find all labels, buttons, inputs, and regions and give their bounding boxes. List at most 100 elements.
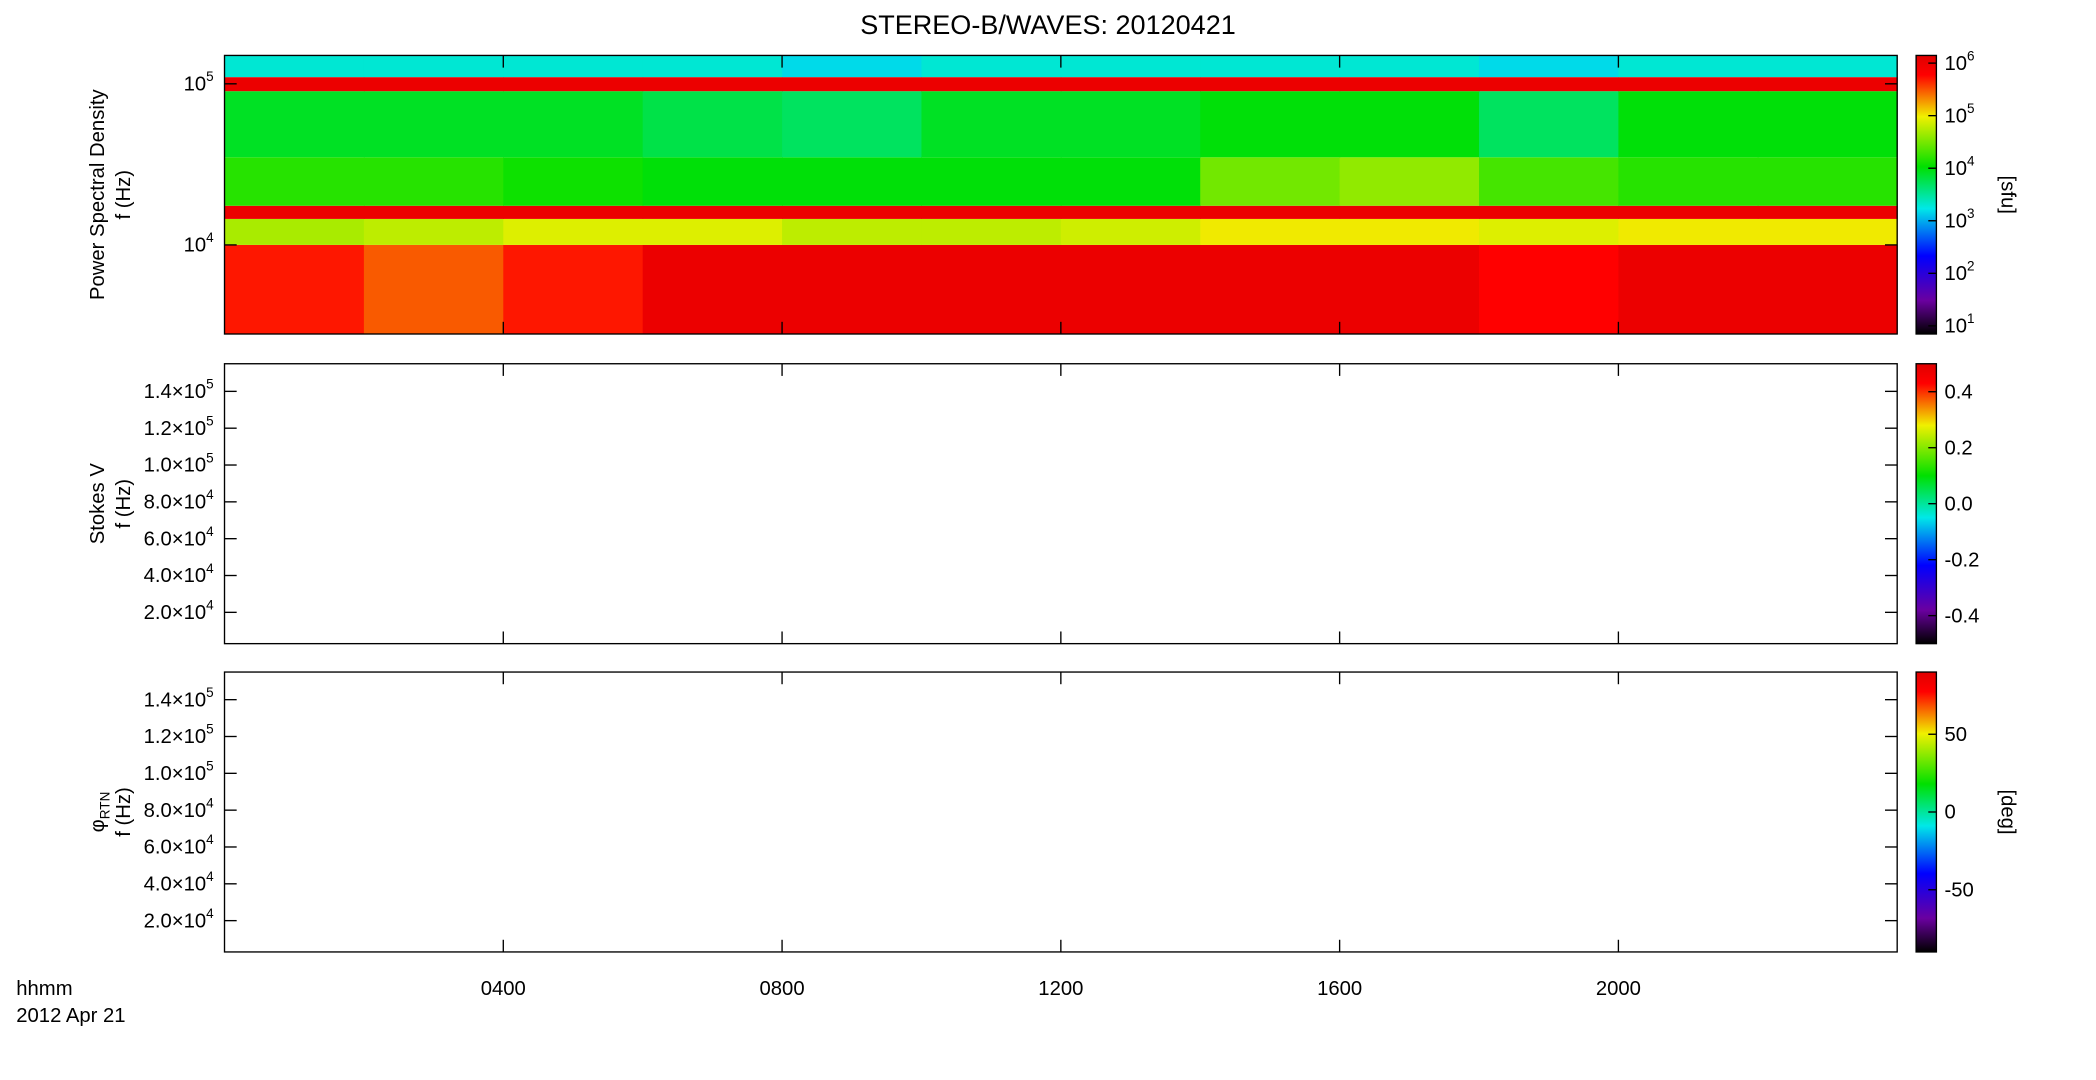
colorbar-tick-label: 0.2: [1945, 437, 1973, 459]
y-tick-label: 1.0×105: [144, 450, 214, 477]
colorbar-tick-label: 106: [1945, 48, 1975, 75]
y-axis-label: Power Spectral Density: [87, 89, 109, 300]
colorbar-tick-label: 50: [1945, 724, 1968, 746]
heatmap-cell: [224, 77, 365, 92]
heatmap-cell: [782, 157, 922, 206]
heatmap-cell: [782, 244, 922, 334]
colorbar-tick-label: 104: [1945, 153, 1976, 180]
heatmap-cell: [1060, 205, 1201, 219]
heatmap-cell: [1479, 244, 1619, 334]
heatmap-cell: [1618, 218, 1759, 245]
heatmap-cell: [1060, 91, 1201, 158]
y-tick-label: 8.0×104: [144, 795, 215, 822]
heatmap-cell: [1339, 91, 1480, 158]
heatmap-cell: [1060, 157, 1201, 206]
heatmap-cell: [782, 205, 922, 219]
heatmap-cell: [1339, 77, 1480, 92]
heatmap-cell: [1479, 77, 1619, 92]
colorbar-tick-label: -0.2: [1945, 549, 1980, 571]
heatmap-cell: [921, 205, 1062, 219]
colorbar-tick-label: 0.4: [1945, 381, 1973, 403]
colorbar-tick-label: 0.0: [1945, 493, 1973, 515]
x-axis-label: 2012 Apr 21: [16, 1005, 125, 1027]
heatmap-cell: [1757, 244, 1898, 334]
heatmap-cell: [1757, 157, 1898, 206]
heatmap-cell: [503, 244, 644, 334]
heatmap-cell: [224, 157, 365, 206]
heatmap-cell: [1339, 205, 1480, 219]
colorbar-tick-label: -0.4: [1945, 605, 1980, 627]
heatmap-cell: [363, 77, 504, 92]
heatmap-cell: [363, 157, 504, 206]
heatmap-cell: [503, 91, 644, 158]
heatmap-cell: [642, 77, 783, 92]
heatmap-cell: [1200, 55, 1341, 78]
y-axis-label: Stokes V: [87, 463, 109, 545]
y-tick-label: 1.4×105: [144, 684, 214, 711]
colorbar-tick-label: 105: [1945, 100, 1975, 127]
heatmap-cell: [782, 91, 922, 158]
heatmap-cell: [363, 205, 504, 219]
heatmap-cell: [921, 91, 1062, 158]
heatmap-cell: [642, 157, 783, 206]
heatmap-cell: [363, 218, 504, 245]
heatmap-cell: [642, 91, 783, 158]
heatmap-cell: [1200, 91, 1341, 158]
plot-frame: [223, 363, 1898, 645]
heatmap-cell: [1479, 157, 1619, 206]
y-tick-label: 104: [184, 230, 215, 257]
heatmap-cell: [1060, 244, 1201, 334]
heatmap-cell: [782, 77, 922, 92]
colorbar-tick-label: 103: [1945, 206, 1975, 233]
heatmap-cell: [1618, 77, 1759, 92]
heatmap-cell: [224, 91, 365, 158]
heatmap-cell: [1060, 55, 1201, 78]
plot-frame: [223, 671, 1898, 953]
heatmap-cell: [782, 55, 922, 78]
heatmap-cell: [1757, 205, 1898, 219]
x-tick-label: 0800: [760, 978, 805, 1000]
x-axis-label: hhmm: [16, 978, 72, 1000]
heatmap-cell: [1060, 77, 1201, 92]
x-tick-label: 1600: [1317, 978, 1362, 1000]
x-tick-label: 2000: [1596, 978, 1641, 1000]
colorbar-tick-label: 0: [1945, 802, 1956, 824]
y-tick-label: 1.2×105: [144, 721, 214, 748]
heatmap-cell: [1200, 205, 1341, 219]
heatmap-cell: [503, 55, 644, 78]
heatmap-cell: [1060, 218, 1201, 245]
y-tick-label: 2.0×104: [144, 905, 215, 932]
heatmap-cell: [1618, 205, 1759, 219]
colorbar-tick-label: 102: [1945, 258, 1975, 285]
heatmap-cell: [921, 157, 1062, 206]
heatmap-cell: [224, 205, 365, 219]
colorbar-tick-label: 101: [1945, 311, 1975, 338]
colorbar-tick-label: -50: [1945, 879, 1974, 901]
heatmap-cell: [1200, 77, 1341, 92]
x-tick-label: 0400: [481, 978, 526, 1000]
colorbar: [1915, 54, 1938, 335]
colorbar-label: [deg]: [1996, 789, 2018, 834]
heatmap-cell: [642, 205, 783, 219]
heatmap-cell: [1618, 91, 1759, 158]
y-tick-label: 105: [184, 69, 214, 96]
heatmap-cell: [503, 157, 644, 206]
heatmap-cell: [1757, 91, 1898, 158]
heatmap-cell: [1339, 218, 1480, 245]
heatmap-cell: [363, 55, 504, 78]
y-tick-label: 8.0×104: [144, 487, 215, 514]
heatmap-cell: [1757, 218, 1898, 245]
heatmap-cell: [503, 218, 644, 245]
y-axis-label: f (Hz): [113, 787, 135, 837]
chart-title: STEREO-B/WAVES: 20120421: [860, 10, 1236, 40]
heatmap-cell: [921, 55, 1062, 78]
y-tick-label: 1.2×105: [144, 413, 214, 440]
heatmap-cell: [642, 244, 783, 334]
heatmap-cell: [782, 218, 922, 245]
y-tick-label: 1.4×105: [144, 376, 214, 403]
heatmap-cell: [1339, 157, 1480, 206]
heatmap-cell: [1618, 157, 1759, 206]
heatmap-cell: [224, 55, 365, 78]
